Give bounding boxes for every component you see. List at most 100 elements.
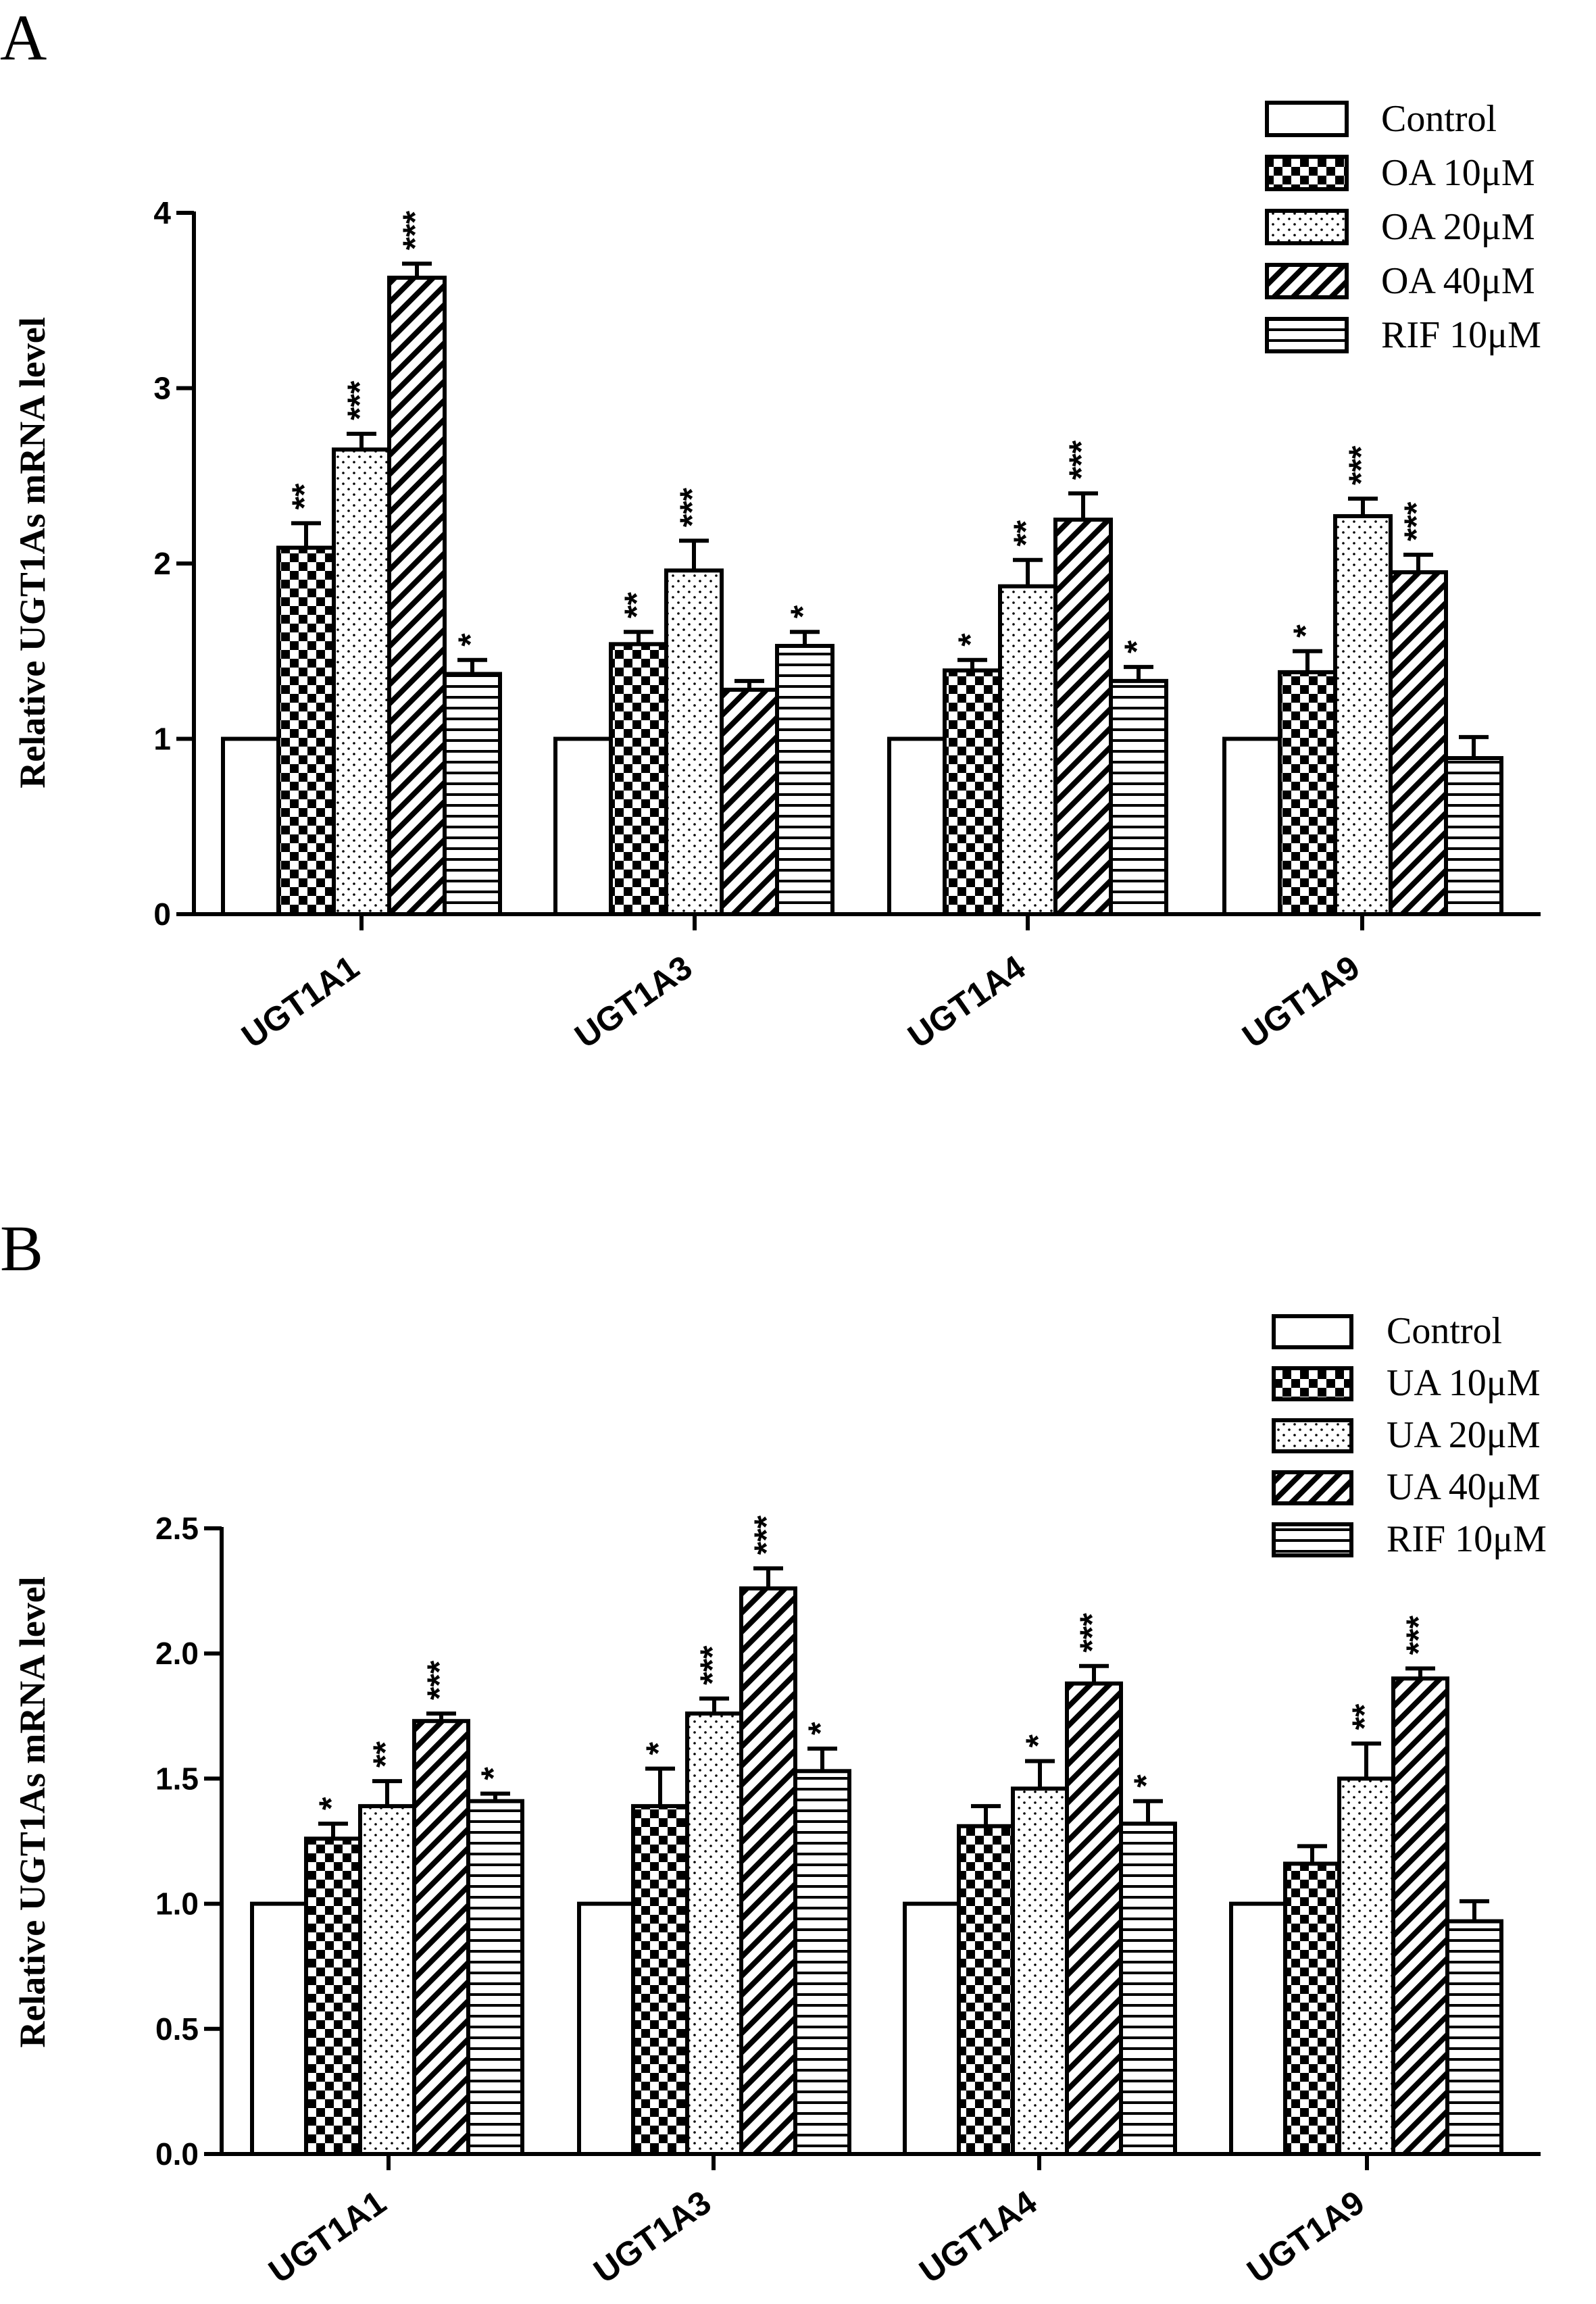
panel-a-bar — [720, 687, 779, 917]
panel-b-legend-label: UA 10μM — [1387, 1362, 1541, 1404]
panel-b-bar — [685, 1711, 743, 2156]
panel-b-y-tick-label: 0.0 — [155, 2136, 199, 2172]
panel-a-significance-label: ** — [285, 483, 323, 509]
panel-b-legend-label: UA 40μM — [1387, 1466, 1541, 1508]
panel-a-bar — [609, 642, 668, 916]
panel-a-y-axis-title: Relative UGT1As mRNA level — [12, 317, 53, 788]
panel-a-significance-label: *** — [1397, 501, 1435, 541]
panel-a-y-tick-label: 0 — [153, 897, 171, 932]
panel-b-significance-label: * — [801, 1722, 839, 1735]
panel-b-bar — [412, 1719, 470, 2156]
panel-a-bar — [1389, 570, 1448, 916]
panel-b-y-tick-label: 1.5 — [155, 1761, 199, 1796]
panel-a-y-tick-label: 2 — [153, 546, 171, 581]
panel-a-legend-label: OA 10μM — [1381, 152, 1535, 194]
panel-a-significance-label: ** — [1007, 520, 1045, 546]
panel-b-bar — [631, 1804, 689, 2157]
panel-b-y-axis-title: Relative UGT1As mRNA level — [12, 1576, 53, 2047]
panel-a-y-tick-label: 3 — [153, 371, 171, 406]
panel-b-bar — [1337, 1776, 1395, 2156]
panel-a-bar — [221, 736, 280, 916]
panel-a-legend-swatch — [1265, 209, 1349, 245]
panel-a-bar — [1053, 518, 1113, 916]
panel-a-significance-label: *** — [673, 487, 711, 527]
panel-a-significance-label: *** — [396, 210, 434, 250]
panel-a-x-tick-label: UGT1A9 — [1236, 948, 1367, 1055]
panel-b-bar — [466, 1799, 524, 2157]
panel-b-bar — [1445, 1919, 1503, 2157]
panel-b-legend-swatch — [1272, 1470, 1353, 1505]
panel-b-bar — [250, 1901, 308, 2157]
panel-b-significance-label: * — [1019, 1734, 1057, 1747]
panel-b-bar — [793, 1769, 851, 2157]
panel-a-y-tick-label: 4 — [153, 195, 171, 230]
panel-b-plot: 0.0 0.5 1.0 1.5 2.0 2.5 UGT1A1 UGT1A3 UGT1A4 UGT1… — [155, 1310, 1547, 2290]
panel-a-bar — [1222, 736, 1282, 916]
panel-a-legend-label: OA 40μM — [1381, 260, 1535, 302]
panel-a-bar — [664, 568, 724, 916]
panel-b-significance-label: * — [1127, 1774, 1165, 1788]
panel-b-bar — [903, 1901, 961, 2157]
panel-b-legend-label: UA 20μM — [1387, 1414, 1541, 1456]
panel-b-bar — [1011, 1786, 1069, 2157]
panel-b-significance-label: ** — [366, 1741, 404, 1768]
panel-a-legend-swatch — [1265, 263, 1349, 299]
panel-b-bar — [957, 1824, 1015, 2156]
panel-b-bar — [1065, 1681, 1123, 2156]
panel-a-legend-swatch — [1265, 155, 1349, 191]
panel-a-significance-label: *** — [341, 380, 378, 420]
panel-a-x-tick-label: UGT1A1 — [235, 948, 366, 1055]
panel-b-significance-label: * — [312, 1797, 350, 1810]
panel-b-x-tick-label: UGT1A4 — [913, 2183, 1044, 2290]
panel-a-x-tick-label: UGT1A3 — [568, 948, 699, 1055]
panel-a-bar — [998, 584, 1057, 916]
panel-b-bar — [1229, 1901, 1287, 2157]
panel-a-significance-label: * — [451, 633, 489, 647]
panel-b-significance-label: * — [639, 1742, 677, 1755]
panel-b-x-tick-label: UGT1A3 — [587, 2183, 718, 2290]
panel-a-x-tick-label: UGT1A4 — [901, 948, 1032, 1055]
panel-a-significance-label: *** — [1062, 440, 1100, 480]
panel-a-significance-label: * — [1287, 624, 1324, 638]
panel-a-label: A — [0, 1, 47, 74]
panel-a-bar — [1444, 756, 1503, 917]
panel-a-legend-label: Control — [1381, 98, 1497, 140]
panel-b-significance-label: *** — [1399, 1616, 1437, 1655]
panel-a-bar — [887, 736, 947, 916]
panel-a-bar — [775, 643, 834, 917]
panel-a-bar — [553, 736, 613, 916]
panel-a-bar — [276, 545, 336, 916]
panel-b-legend-label: Control — [1387, 1310, 1502, 1352]
panel-a-bar — [1278, 670, 1337, 916]
panel-b-bar — [358, 1804, 416, 2157]
panel-b-bar — [739, 1586, 797, 2156]
panel-b-x-tick-label: UGT1A1 — [262, 2183, 393, 2290]
panel-a-legend-label: OA 20μM — [1381, 206, 1535, 248]
panel-b-bar — [1283, 1861, 1341, 2156]
panel-b-y-tick-label: 2.0 — [155, 1636, 199, 1671]
panel-b-y-tick-label: 1.0 — [155, 1886, 199, 1922]
panel-a-significance-label: * — [1118, 640, 1155, 653]
panel-b-significance-label: *** — [693, 1645, 731, 1685]
panel-a-significance-label: *** — [1342, 445, 1380, 485]
panel-b-legend-swatch — [1272, 1314, 1353, 1349]
panel-b-significance-label: *** — [1073, 1613, 1111, 1653]
panel-a-bar — [387, 276, 447, 916]
panel-b-bar — [1119, 1822, 1177, 2157]
panel-b-label: B — [0, 1212, 43, 1284]
panel-a-legend-swatch — [1265, 101, 1349, 137]
panel-a-significance-label: ** — [618, 592, 655, 618]
panel-b-bar — [304, 1836, 362, 2156]
panel-b-legend-swatch — [1272, 1366, 1353, 1401]
panel-b-significance-label: * — [474, 1767, 512, 1780]
panel-a-significance-label: * — [784, 605, 822, 618]
panel-b-bar — [577, 1901, 635, 2157]
panel-a-bar — [1109, 678, 1168, 916]
panel-a-bar — [943, 668, 1002, 916]
panel-a-significance-label: * — [951, 633, 989, 647]
panel-a-legend-swatch — [1265, 317, 1349, 353]
panel-a-legend-label: RIF 10μM — [1381, 314, 1541, 356]
